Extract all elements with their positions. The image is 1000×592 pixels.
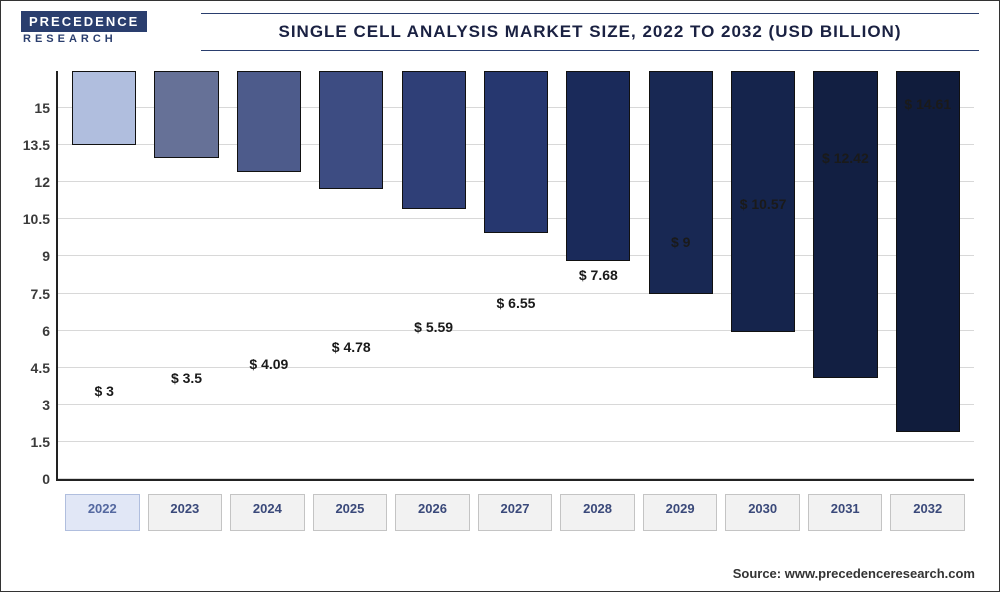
logo: PRECEDENCE RESEARCH (21, 11, 147, 45)
bar-value-label: $ 7.68 (579, 267, 618, 283)
x-category-label: 2027 (478, 494, 553, 531)
title-bar: SINGLE CELL ANALYSIS MARKET SIZE, 2022 T… (201, 13, 979, 51)
source-text: Source: www.precedenceresearch.com (733, 566, 975, 581)
x-category-label: 2028 (560, 494, 635, 531)
bar-wrap: $ 3.5 (145, 71, 227, 479)
bar-wrap: $ 3 (63, 71, 145, 479)
chart-title: SINGLE CELL ANALYSIS MARKET SIZE, 2022 T… (201, 22, 979, 42)
bar (72, 71, 136, 145)
bar-wrap: $ 12.42 (804, 71, 886, 479)
bar (896, 71, 960, 432)
bar-value-label: $ 6.55 (497, 295, 536, 311)
bar-value-label: $ 3.5 (171, 370, 202, 386)
bar-wrap: $ 7.68 (557, 71, 639, 479)
bar-value-label: $ 4.09 (249, 356, 288, 372)
x-category-label: 2032 (890, 494, 965, 531)
bar-wrap: $ 5.59 (392, 71, 474, 479)
y-tick-label: 12 (34, 174, 50, 190)
bar (649, 71, 713, 294)
bar-value-label: $ 4.78 (332, 339, 371, 355)
bar-wrap: $ 4.78 (310, 71, 392, 479)
y-tick-label: 0 (42, 471, 50, 487)
x-category-label: 2023 (148, 494, 223, 531)
y-tick-label: 1.5 (31, 434, 50, 450)
bar-wrap: $ 10.57 (722, 71, 804, 479)
bar-wrap: $ 14.61 (887, 71, 969, 479)
bar-wrap: $ 6.55 (475, 71, 557, 479)
y-tick-label: 6 (42, 323, 50, 339)
plot: 01.534.567.5910.51213.515 $ 3$ 3.5$ 4.09… (56, 71, 974, 481)
x-category-label: 2022 (65, 494, 140, 531)
logo-bottom: RESEARCH (23, 33, 117, 45)
bar (237, 71, 301, 172)
logo-top: PRECEDENCE (21, 11, 147, 32)
chart-area: 01.534.567.5910.51213.515 $ 3$ 3.5$ 4.09… (56, 71, 974, 531)
bar (566, 71, 630, 261)
x-category-label: 2024 (230, 494, 305, 531)
bar-value-label: $ 10.57 (740, 196, 787, 212)
y-tick-label: 9 (42, 248, 50, 264)
y-tick-label: 10.5 (23, 211, 50, 227)
bars-group: $ 3 $ 3.5 $ 4.09 $ 4.78 $ 5.59 $ 6.55 $ 7.68 $ … (58, 71, 974, 479)
bar (319, 71, 383, 189)
x-category-label: 2025 (313, 494, 388, 531)
bar-wrap: $ 9 (640, 71, 722, 479)
bar-wrap: $ 4.09 (228, 71, 310, 479)
bar (402, 71, 466, 209)
y-tick-label: 3 (42, 397, 50, 413)
bar-value-label: $ 5.59 (414, 319, 453, 335)
x-category-label: 2030 (725, 494, 800, 531)
bar-value-label: $ 12.42 (822, 150, 869, 166)
x-axis: 2022202320242025202620272028202920302031… (56, 486, 974, 531)
bar (813, 71, 877, 378)
chart-container: PRECEDENCE RESEARCH SINGLE CELL ANALYSIS… (0, 0, 1000, 592)
x-category-label: 2031 (808, 494, 883, 531)
y-tick-label: 15 (34, 100, 50, 116)
y-tick-label: 13.5 (23, 137, 50, 153)
x-category-label: 2026 (395, 494, 470, 531)
y-tick-label: 7.5 (31, 286, 50, 302)
bar-value-label: $ 9 (671, 234, 690, 250)
bar-value-label: $ 14.61 (904, 96, 951, 112)
y-tick-label: 4.5 (31, 360, 50, 376)
bar-value-label: $ 3 (94, 383, 113, 399)
bar (154, 71, 218, 158)
bar (484, 71, 548, 233)
x-category-label: 2029 (643, 494, 718, 531)
